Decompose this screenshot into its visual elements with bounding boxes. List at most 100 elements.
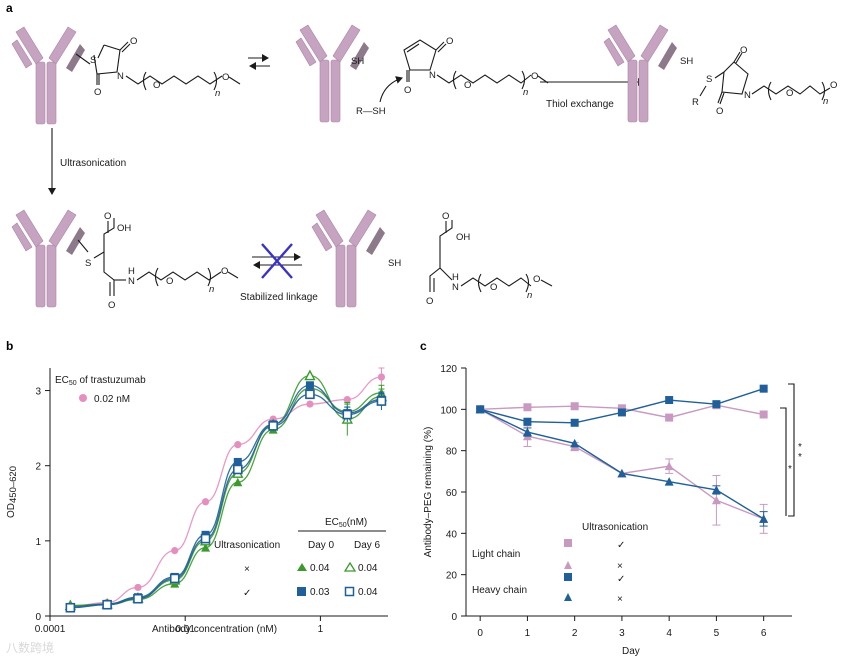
- nitrogen-atom: N: [117, 71, 124, 82]
- data-point: [712, 400, 721, 409]
- x-tick-label: 6: [761, 628, 767, 639]
- data-point: [475, 404, 485, 414]
- series-line: [479, 408, 764, 520]
- row-cond: ✓: [243, 588, 251, 599]
- x-tick-label: 5: [714, 628, 720, 639]
- data-point: [523, 417, 532, 426]
- antibody-icon: [11, 209, 86, 308]
- x-tick-label: 4: [666, 628, 672, 639]
- panel-a-label: a: [6, 1, 13, 15]
- maleimide-peg-structure: O O N O n O: [403, 36, 549, 98]
- y-tick-label: 3: [35, 387, 41, 398]
- day0-value: 0.03: [310, 587, 330, 598]
- y-tick-label: 80: [446, 447, 458, 458]
- data-point: [306, 400, 314, 408]
- attack-arrow-icon: [379, 76, 403, 103]
- data-point: [376, 396, 387, 406]
- oxygen-atom: O: [94, 87, 101, 98]
- ultrasonication-label: Ultrasonication: [60, 158, 126, 169]
- light-chain-label: Light chain: [472, 549, 520, 560]
- repeat-subscript: n: [215, 88, 220, 99]
- y-tick-label: 1: [35, 537, 41, 548]
- legend-mark: ✓: [617, 540, 625, 551]
- stability-line-chart: Day Antibody–PEG remaining (%) Ultrasoni…: [423, 364, 802, 657]
- square-open-legend-icon: [344, 586, 355, 597]
- sulfur-atom: S: [85, 258, 91, 269]
- significance-bracket: [780, 407, 787, 516]
- x-tick-label: 3: [619, 628, 625, 639]
- data-point: [617, 468, 627, 478]
- legend-mark: ✓: [617, 574, 625, 585]
- data-point: [570, 402, 579, 411]
- y-tick-label: 40: [446, 529, 458, 540]
- day6-value: 0.04: [358, 587, 378, 598]
- hydrolyzed-linker-structure: S O OH O N H O n O: [77, 211, 239, 311]
- ec50-header: EC50 of trastuzumab: [55, 375, 146, 387]
- y-tick-label: 120: [440, 364, 457, 375]
- data-point: [102, 599, 112, 610]
- data-point: [617, 404, 626, 413]
- legend-header: Ultrasonication: [582, 522, 648, 533]
- r-group-label: R: [692, 97, 699, 108]
- significance-bracket: [788, 383, 795, 517]
- oxygen-atom: O: [221, 266, 228, 277]
- data-point: [233, 457, 242, 466]
- light-triangle-legend-icon: [564, 561, 572, 569]
- significance-star: *: [798, 452, 802, 463]
- equilibrium-arrow-icon: [248, 54, 270, 70]
- oxygen-atom: O: [830, 80, 837, 91]
- oxygen-atom: O: [740, 45, 747, 56]
- oxygen-atom: O: [531, 71, 538, 82]
- repeat-subscript: n: [823, 96, 828, 107]
- x-axis-label: Day: [622, 646, 640, 657]
- y-tick-label: 100: [440, 405, 457, 416]
- r-succinimide-peg-structure: S R O O N O n O: [692, 45, 837, 117]
- oxygen-atom: O: [446, 36, 453, 47]
- data-point: [342, 409, 353, 420]
- data-point: [234, 441, 242, 449]
- nitrogen-atom: N: [429, 70, 436, 81]
- y-tick-label: 60: [446, 488, 458, 499]
- data-point: [304, 369, 316, 381]
- data-point: [617, 408, 626, 417]
- x-tick-label: 0: [477, 628, 483, 639]
- hydroxyl-label: OH: [456, 232, 470, 243]
- y-tick-label: 20: [446, 571, 458, 582]
- oxygen-atom: O: [104, 211, 111, 222]
- data-point: [665, 413, 674, 422]
- hydroxyl-label: OH: [117, 223, 131, 234]
- x-tick-label: 0.01: [175, 624, 195, 635]
- oxygen-atom: O: [153, 80, 160, 91]
- data-point: [201, 543, 211, 552]
- data-point: [759, 514, 769, 523]
- data-point: [305, 389, 315, 400]
- x-tick-label: 2: [572, 628, 578, 639]
- watermark: 八数跨境: [6, 640, 54, 655]
- trastuzumab-ec50-value: 0.02 nM: [94, 394, 130, 405]
- heavy-chain-label: Heavy chain: [472, 585, 527, 596]
- heavy-triangle-legend-icon: [564, 593, 572, 601]
- data-point: [570, 418, 579, 427]
- ultrasonication-header: Ultrasonication: [214, 540, 280, 551]
- hydrogen-atom: H: [128, 266, 135, 277]
- r-sh-label: R—SH: [356, 106, 386, 117]
- data-point: [343, 395, 351, 404]
- x-axis-label: Antibody concentration (nM): [152, 624, 277, 635]
- heavy-square-legend-icon: [564, 573, 572, 581]
- square-filled-legend-icon: [297, 587, 306, 596]
- oxygen-atom: O: [404, 85, 411, 96]
- data-point: [133, 593, 143, 604]
- day0-header: Day 0: [308, 540, 335, 551]
- oxygen-atom: O: [786, 88, 793, 99]
- x-tick-label: 0.0001: [35, 624, 66, 635]
- data-point: [664, 477, 674, 486]
- oxygen-atom: O: [166, 276, 173, 287]
- antibody-icon: [11, 26, 86, 125]
- oxygen-atom: O: [464, 80, 471, 91]
- legend-mark: ×: [617, 594, 623, 605]
- oxygen-atom: O: [426, 296, 433, 307]
- data-point: [65, 602, 76, 613]
- oxygen-atom: O: [533, 274, 540, 285]
- stabilized-linkage-label: Stabilized linkage: [240, 292, 318, 303]
- data-point: [570, 438, 580, 448]
